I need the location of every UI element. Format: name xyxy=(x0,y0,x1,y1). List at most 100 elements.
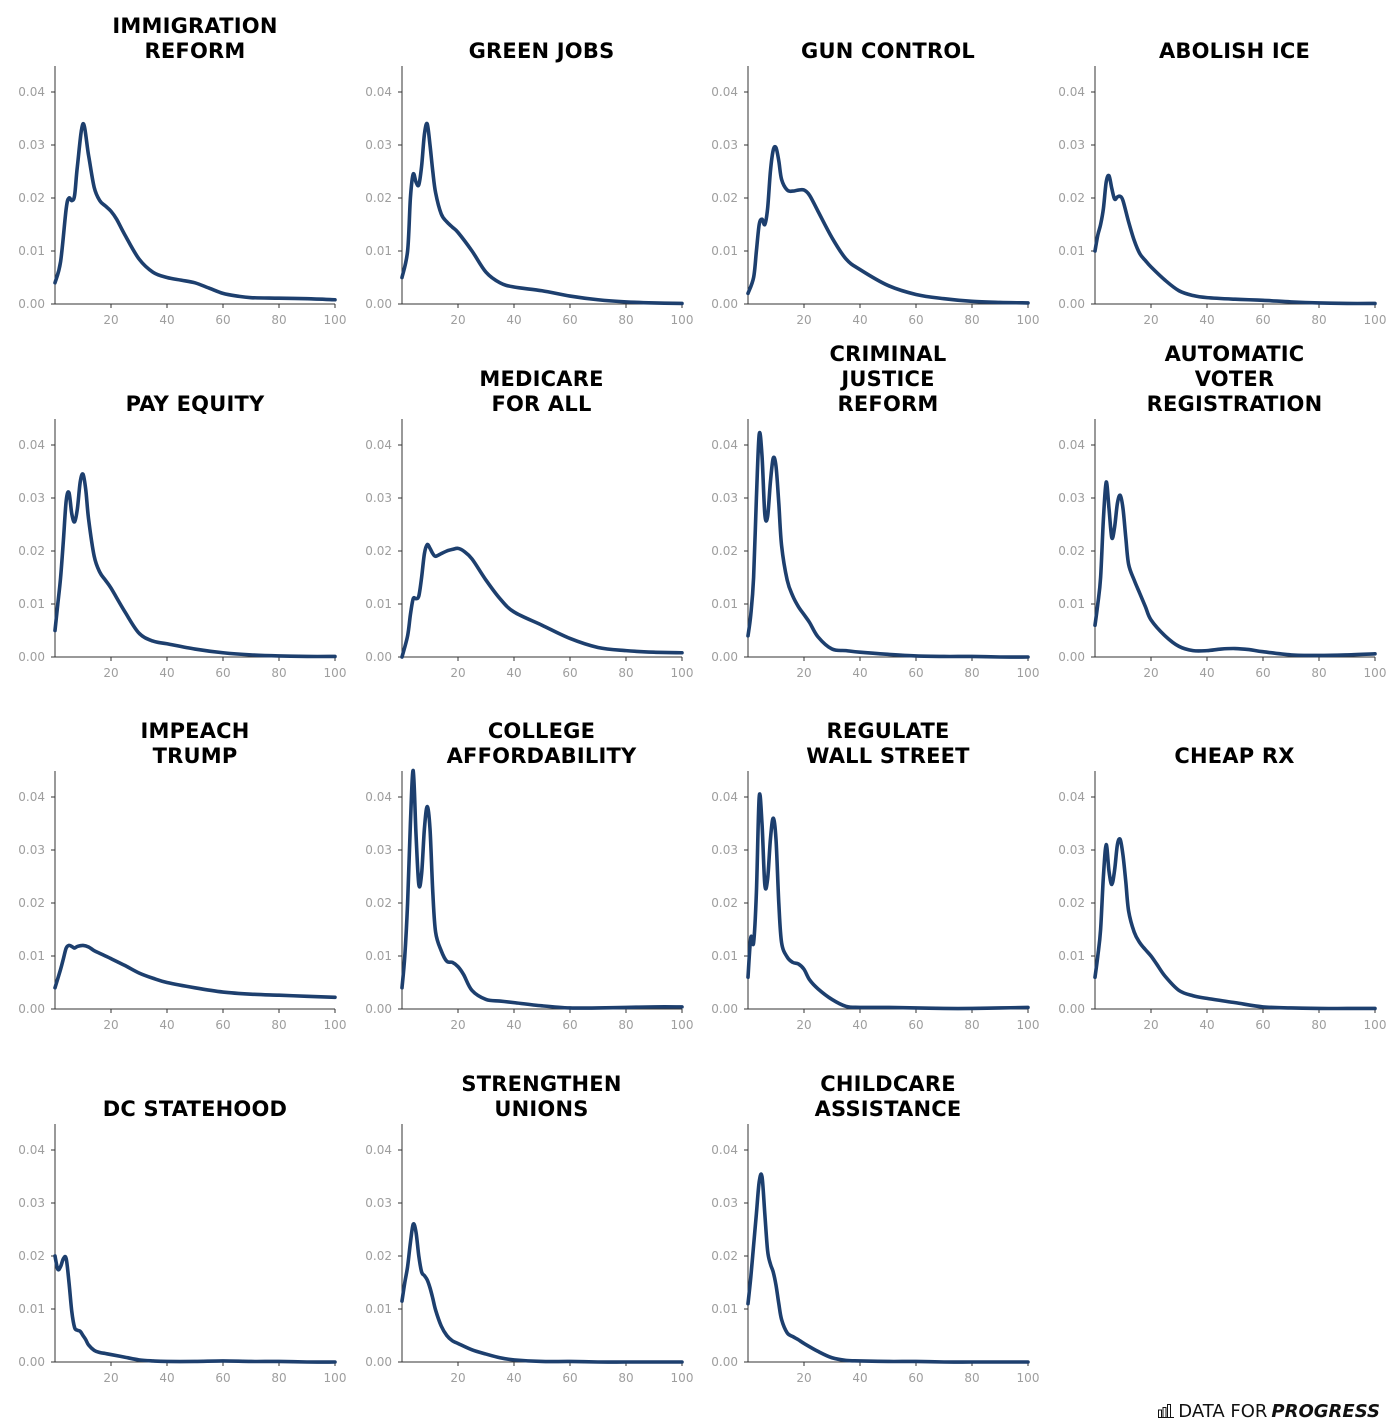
density-line xyxy=(1092,479,1377,657)
x-tick-label: 100 xyxy=(324,1371,347,1385)
y-tick-label: 0.01 xyxy=(1058,244,1085,258)
chart-title: ABOLISH ICE xyxy=(1158,39,1311,63)
y-tick-label: 0.03 xyxy=(1058,138,1085,152)
y-tick-label: 0.03 xyxy=(365,138,392,152)
x-tick-label: 80 xyxy=(964,1371,979,1385)
x-tick-label: 20 xyxy=(103,1018,118,1032)
x-tick-label: 40 xyxy=(852,1371,867,1385)
y-tick-label: 0.04 xyxy=(1058,85,1085,99)
x-tick-label: 60 xyxy=(1255,666,1270,680)
x-tick-label: 80 xyxy=(271,313,286,327)
y-tick-label: 0.01 xyxy=(711,949,738,963)
x-tick-label: 100 xyxy=(670,1018,693,1032)
x-tick-label: 100 xyxy=(1017,1018,1040,1032)
density-plot: 0.00 0.01 0.02 0.03 0.04 20 40 60 80 100 xyxy=(18,1123,347,1385)
density-line xyxy=(53,121,337,302)
x-tick-label: 100 xyxy=(1363,666,1386,680)
x-tick-label: 20 xyxy=(103,666,118,680)
x-tick-label: 20 xyxy=(1143,1018,1158,1032)
y-tick-label: 0.03 xyxy=(365,1196,392,1210)
density-plot: 0.00 0.01 0.02 0.03 0.04 20 40 60 80 100 xyxy=(365,418,693,680)
y-tick-label: 0.04 xyxy=(18,438,45,452)
x-tick-label: 40 xyxy=(506,1371,521,1385)
density-line xyxy=(1092,173,1377,306)
x-tick-label: 80 xyxy=(618,1018,633,1032)
x-tick-label: 40 xyxy=(852,1018,867,1032)
chart-panel: CRIMINAL JUSTICE REFORM 0.00 0.01 0.02 0.03 0… xyxy=(693,342,1043,706)
y-tick-label: 0.03 xyxy=(18,843,45,857)
density-line xyxy=(399,1221,684,1364)
x-tick-label: 40 xyxy=(159,1371,174,1385)
y-tick-label: 0.02 xyxy=(711,191,738,205)
y-tick-label: 0.01 xyxy=(1058,597,1085,611)
y-tick-label: 0.03 xyxy=(1058,843,1085,857)
y-tick-label: 0.02 xyxy=(365,1249,392,1263)
y-tick-label: 0.02 xyxy=(1058,896,1085,910)
x-tick-label: 40 xyxy=(506,1018,521,1032)
chart-panel: CHILDCARE ASSISTANCE 0.00 0.01 0.02 0.03 0.04… xyxy=(693,1058,1043,1411)
chart-panel: REGULATE WALL STREET 0.00 0.01 0.02 0.03 0.04… xyxy=(693,705,1043,1058)
density-line xyxy=(746,144,1030,305)
y-tick-label: 0.01 xyxy=(365,1302,392,1316)
x-tick-label: 80 xyxy=(1311,1018,1326,1032)
chart-title: GUN CONTROL xyxy=(801,39,975,63)
x-tick-label: 80 xyxy=(271,1018,286,1032)
density-line xyxy=(399,768,684,1010)
x-tick-label: 40 xyxy=(1199,1018,1214,1032)
x-tick-label: 60 xyxy=(215,1371,230,1385)
chart-title: GREEN JOBS xyxy=(468,39,615,63)
y-tick-label: 0.02 xyxy=(711,1249,738,1263)
y-tick-label: 0.03 xyxy=(18,491,45,505)
x-tick-label: 100 xyxy=(324,666,347,680)
x-tick-label: 100 xyxy=(1017,313,1040,327)
chart-title: REGULATE WALL STREET xyxy=(806,719,970,768)
x-tick-label: 60 xyxy=(562,313,577,327)
y-tick-label: 0.03 xyxy=(1058,491,1085,505)
y-tick-label: 0.04 xyxy=(18,85,45,99)
density-plot: 0.00 0.01 0.02 0.03 0.04 20 40 60 80 100 xyxy=(18,418,347,680)
y-tick-label: 0.02 xyxy=(18,191,45,205)
y-tick-label: 0.04 xyxy=(365,1143,392,1157)
y-tick-label: 0.04 xyxy=(711,1143,738,1157)
y-tick-label: 0.01 xyxy=(18,244,45,258)
density-line xyxy=(746,430,1030,659)
y-tick-label: 0.00 xyxy=(1058,297,1085,311)
x-tick-label: 80 xyxy=(618,1371,633,1385)
x-tick-label: 100 xyxy=(1017,666,1040,680)
density-plot: 0.00 0.01 0.02 0.03 0.04 20 40 60 80 100 xyxy=(365,1123,693,1385)
x-tick-label: 20 xyxy=(450,313,465,327)
x-tick-label: 80 xyxy=(618,313,633,327)
density-line xyxy=(53,1253,337,1364)
y-tick-label: 0.02 xyxy=(365,191,392,205)
y-tick-label: 0.00 xyxy=(365,297,392,311)
x-tick-label: 60 xyxy=(562,666,577,680)
y-tick-label: 0.00 xyxy=(365,1002,392,1016)
x-tick-label: 100 xyxy=(324,1018,347,1032)
y-tick-label: 0.04 xyxy=(1058,790,1085,804)
x-tick-label: 20 xyxy=(796,313,811,327)
x-tick-label: 60 xyxy=(215,313,230,327)
x-tick-label: 20 xyxy=(103,313,118,327)
x-tick-label: 60 xyxy=(1255,313,1270,327)
x-tick-label: 100 xyxy=(670,1371,693,1385)
x-tick-label: 80 xyxy=(271,1371,286,1385)
x-tick-label: 20 xyxy=(1143,313,1158,327)
chart-panel: COLLEGE AFFORDABILITY 0.00 0.01 0.02 0.03 0.0… xyxy=(347,705,697,1058)
y-tick-label: 0.03 xyxy=(711,1196,738,1210)
chart-panel: GUN CONTROL 0.00 0.01 0.02 0.03 0.04 20 40 60 80 1… xyxy=(693,0,1043,353)
y-tick-label: 0.01 xyxy=(711,597,738,611)
chart-panel: IMMIGRATION REFORM 0.00 0.01 0.02 0.03 0.04 20… xyxy=(0,0,350,353)
chart-title: CRIMINAL JUSTICE REFORM xyxy=(829,341,947,416)
chart-title: CHEAP RX xyxy=(1174,744,1295,768)
y-tick-label: 0.01 xyxy=(18,597,45,611)
y-tick-label: 0.01 xyxy=(711,1302,738,1316)
y-tick-label: 0.02 xyxy=(18,544,45,558)
y-tick-label: 0.03 xyxy=(365,491,392,505)
y-tick-label: 0.04 xyxy=(18,790,45,804)
chart-title: MEDICARE FOR ALL xyxy=(479,366,604,416)
x-tick-label: 40 xyxy=(1199,666,1214,680)
y-tick-label: 0.01 xyxy=(365,597,392,611)
y-tick-label: 0.00 xyxy=(711,297,738,311)
x-tick-label: 40 xyxy=(506,313,521,327)
y-tick-label: 0.01 xyxy=(18,949,45,963)
